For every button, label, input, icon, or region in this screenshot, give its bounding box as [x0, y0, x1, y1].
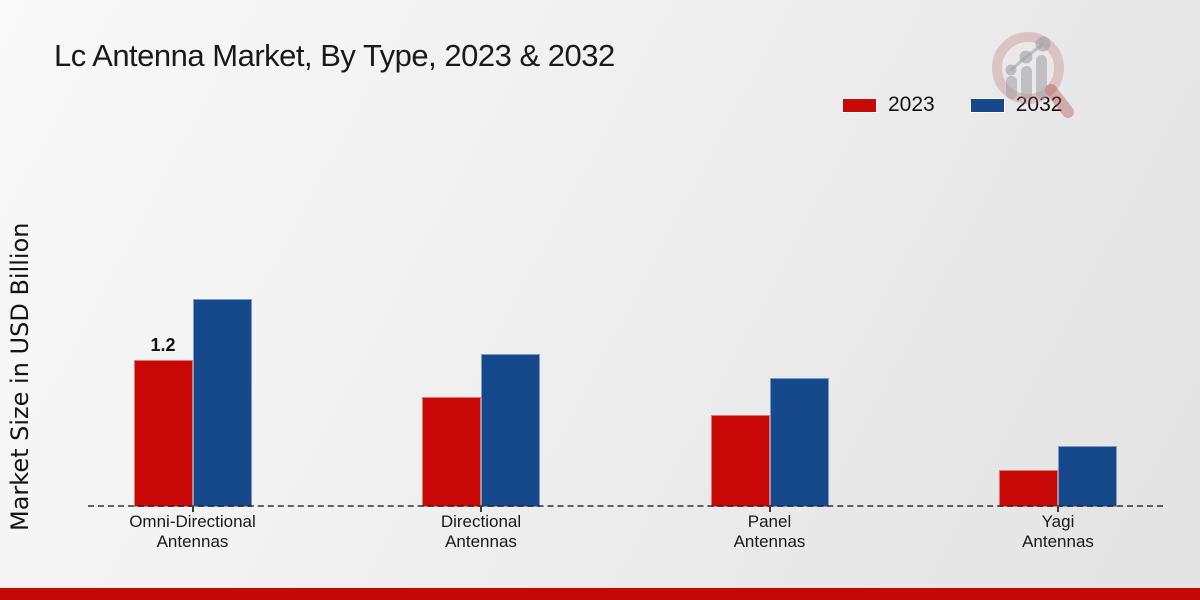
category-label-line: Antennas	[733, 532, 806, 551]
x-axis-tick	[1057, 507, 1059, 512]
category-label-yagi-antennas: Yagi Antennas	[958, 512, 1158, 552]
bar-2023-panel-antennas	[710, 415, 770, 507]
legend-swatch-2023	[843, 98, 876, 112]
category-label-line: Antennas	[445, 532, 517, 551]
bar-2023-omni-directional-antennas	[133, 360, 193, 507]
category-label-line: Omni-Directional	[129, 512, 256, 531]
category-label-line: Antennas	[1022, 532, 1094, 551]
bar-2032-omni-directional-antennas	[192, 299, 252, 507]
bar-glyph-icon	[1036, 55, 1047, 99]
bar-glyph-icon	[1021, 66, 1032, 99]
chart-title: Lc Antenna Market, By Type, 2023 & 2032	[54, 38, 615, 73]
trend-dot-icon	[1005, 64, 1017, 76]
category-label-line: Yagi	[1041, 512, 1075, 531]
bar-value-label: 1.2	[150, 335, 176, 355]
bar-2032-yagi-antennas	[1058, 446, 1117, 507]
category-label-line: Directional	[440, 512, 522, 531]
footer-accent-bar	[0, 588, 1200, 600]
legend-swatch-2032	[970, 98, 1004, 112]
legend-label: 2023	[888, 93, 935, 116]
category-label-line: Antennas	[156, 532, 229, 551]
category-label-line: Panel	[747, 512, 792, 531]
trend-dot-icon	[1019, 50, 1033, 64]
category-label-omni-directional-antennas: Omni-Directional Antennas	[93, 512, 293, 552]
x-axis-tick	[768, 507, 771, 512]
category-label-directional-antennas: Directional Antennas	[381, 512, 581, 552]
x-axis-line	[88, 505, 1163, 507]
x-axis-tick	[480, 507, 482, 512]
magnifier-ring-icon	[992, 32, 1064, 104]
bar-glyph-icon	[1006, 76, 1017, 99]
legend-item-2023: 2023	[843, 93, 935, 117]
bar-2023-directional-antennas	[422, 397, 481, 507]
category-label-panel-antennas: Panel Antennas	[670, 512, 870, 552]
watermark-logo	[992, 32, 1074, 118]
trend-dot-icon	[1035, 36, 1051, 52]
bar-2023-yagi-antennas	[999, 470, 1058, 507]
magnifier-handle-icon	[1045, 84, 1074, 118]
x-axis-tick	[191, 507, 194, 512]
bar-2032-panel-antennas	[769, 378, 829, 507]
bar-2032-directional-antennas	[481, 354, 540, 507]
